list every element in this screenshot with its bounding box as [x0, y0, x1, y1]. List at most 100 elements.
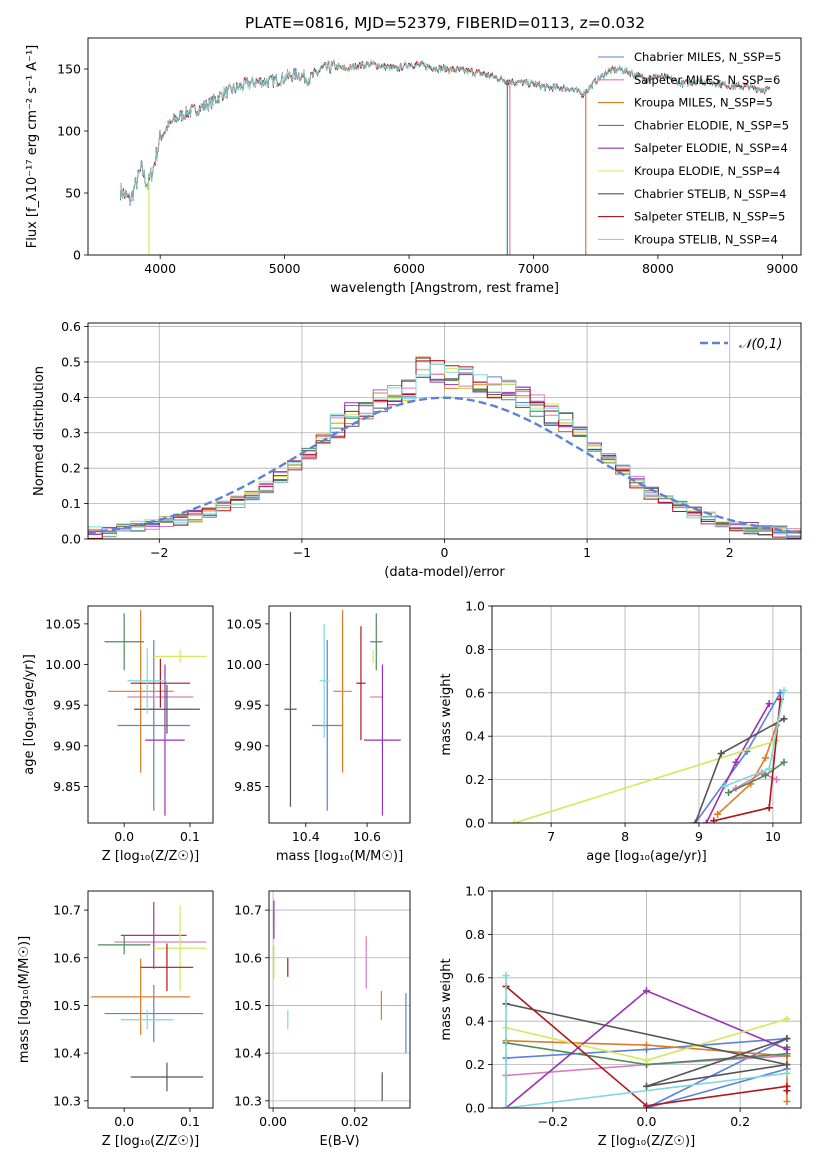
legend-label: Kroupa MILES, N_SSP=5: [634, 96, 773, 110]
x-axis-label: (data-model)/error: [384, 565, 505, 580]
axes-frame: [87, 322, 802, 540]
y-axis-label: age [log₁₀(age/yr)]: [22, 654, 37, 775]
weight-point-marker: [776, 689, 784, 697]
y-tick-label: 0.3: [61, 425, 81, 440]
weight-point-marker: [765, 765, 773, 773]
weight-point-marker: [725, 789, 733, 797]
weight-point-marker: [773, 776, 781, 784]
axes-frame: [87, 890, 214, 1109]
y-axis-label: Flux [f_λ10⁻¹⁷ erg cm⁻² s⁻¹ A⁻¹]: [25, 45, 40, 249]
y-tick-label: 0.6: [61, 319, 81, 334]
axes-frame: [87, 37, 802, 256]
y-axis-label: mass weight: [439, 958, 454, 1040]
x-tick-label: 1: [583, 545, 591, 560]
weight-series-line: [505, 1003, 788, 1088]
x-tick-label: 7000: [518, 261, 550, 276]
y-tick-label: 9.85: [234, 779, 262, 794]
y-tick-label: 0.2: [465, 1057, 485, 1072]
spectrum-series-line: [120, 60, 770, 206]
x-axis-label: mass [log₁₀(M/M☉)]: [276, 849, 403, 864]
y-tick-label: 0.0: [465, 1101, 485, 1116]
x-tick-label: 8: [621, 829, 629, 844]
y-tick-label: 10.4: [53, 1046, 81, 1061]
y-tick-label: 9.95: [234, 698, 262, 713]
x-axis-label: Z [log₁₀(Z/Z☉)]: [598, 1134, 695, 1149]
x-tick-label: 0.0: [114, 1114, 134, 1129]
x-axis-label: Z [log₁₀(Z/Z☉)]: [102, 849, 199, 864]
x-tick-label: 10.6: [353, 829, 381, 844]
x-tick-label: −1: [293, 545, 311, 560]
x-tick-label: 2: [726, 545, 734, 560]
y-tick-label: 0: [73, 248, 81, 263]
x-tick-label: 7: [547, 829, 555, 844]
figure-title: PLATE=0816, MJD=52379, FIBERID=0113, z=0…: [245, 14, 645, 32]
y-tick-label: 10.6: [53, 950, 81, 965]
weight-series-line: [505, 975, 788, 1108]
weight-point-marker: [710, 817, 718, 823]
y-tick-label: 10.00: [45, 657, 81, 672]
weight-point-marker: [765, 700, 773, 708]
axes-frame: [491, 605, 802, 824]
weight-point-marker: [643, 1102, 650, 1108]
y-tick-label: 10.7: [234, 903, 262, 918]
legend-label: 𝒩(0,1): [739, 337, 782, 352]
weight-series-line: [513, 739, 777, 823]
y-tick-label: 50: [65, 186, 81, 201]
y-axis-label: mass weight: [439, 673, 454, 755]
weight-point-marker: [721, 782, 729, 790]
y-tick-label: 0.4: [465, 1014, 485, 1029]
weight-point-marker: [643, 1082, 650, 1090]
legend-label: Chabrier MILES, N_SSP=5: [634, 50, 781, 64]
y-tick-label: 10.5: [53, 998, 81, 1013]
weight-point-marker: [783, 1087, 791, 1095]
x-axis-label: age [log₁₀(age/yr)]: [586, 849, 707, 864]
weight-point-marker: [502, 1104, 510, 1108]
legend-label: Chabrier STELIB, N_SSP=4: [634, 187, 786, 201]
legend-label: Kroupa STELIB, N_SSP=4: [634, 232, 778, 246]
x-tick-label: 4000: [144, 261, 176, 276]
y-tick-label: 0.5: [61, 354, 81, 369]
weight-point-marker: [780, 758, 788, 766]
y-tick-label: 10.5: [234, 998, 262, 1013]
y-axis-label: Normed distribution: [32, 366, 47, 496]
weight-point-marker: [510, 819, 518, 823]
x-tick-label: −2: [150, 545, 168, 560]
y-tick-label: 10.00: [226, 657, 262, 672]
y-tick-label: 0.6: [465, 970, 485, 985]
y-tick-label: 150: [57, 62, 81, 77]
weight-point-marker: [643, 1041, 650, 1049]
x-axis-label: E(B-V): [319, 1134, 359, 1149]
x-axis-label: Z [log₁₀(Z/Z☉)]: [102, 1134, 199, 1149]
weight-series-line: [728, 761, 785, 794]
weight-point-marker: [783, 1097, 791, 1105]
y-tick-label: 1.0: [465, 599, 485, 614]
legend-label: Chabrier ELODIE, N_SSP=5: [634, 118, 789, 132]
axes-frame: [268, 605, 411, 824]
axes-age-vs-mass: 10.4 10.6 9.85 9.90 9.95 10.00 10.05 mass [log₁…: [226, 616, 403, 864]
x-tick-label: 0.1: [180, 829, 200, 844]
weight-point-marker: [702, 819, 710, 823]
weight-point-marker: [765, 804, 773, 812]
y-tick-label: 10.05: [45, 616, 81, 631]
axes-frame: [268, 890, 411, 1109]
axes-spectrum: 4000 5000 6000 7000 8000 9000 0 50 100 150 wavelen…: [25, 45, 798, 296]
weight-point-marker: [643, 987, 650, 995]
y-tick-label: 0.0: [61, 532, 81, 547]
x-tick-label: −0.2: [538, 1114, 568, 1129]
axes-weight-vs-age: 7 8 9 10 0.0 0.2 0.4 0.6 0.8 1.0 age [log₁₀(age/yr…: [439, 599, 801, 864]
y-tick-label: 100: [57, 124, 81, 139]
x-axis-label: wavelength [Angstrom, rest frame]: [330, 281, 559, 296]
x-tick-label: 0.0: [637, 1114, 657, 1129]
x-tick-label: 8000: [642, 261, 674, 276]
axes-mass-vs-Z: 0.0 0.1 10.3 10.4 10.5 10.6 10.7 Z [log₁₀(Z/Z☉)…: [17, 903, 200, 1149]
y-tick-label: 0.8: [465, 927, 485, 942]
legend-label: Kroupa ELODIE, N_SSP=4: [634, 164, 780, 178]
weight-point-marker: [783, 1015, 791, 1023]
y-tick-label: 0.1: [61, 496, 81, 511]
weight-point-marker: [717, 750, 725, 758]
y-tick-label: 0.4: [61, 390, 81, 405]
axes-mass-vs-ebv: 0.00 0.02 10.3 10.4 10.5 10.6 10.7 E(B-V): [234, 891, 410, 1149]
legend-label: Salpeter MILES, N_SSP=6: [634, 73, 780, 87]
y-tick-label: 0.2: [61, 461, 81, 476]
weight-point-marker: [502, 972, 510, 980]
